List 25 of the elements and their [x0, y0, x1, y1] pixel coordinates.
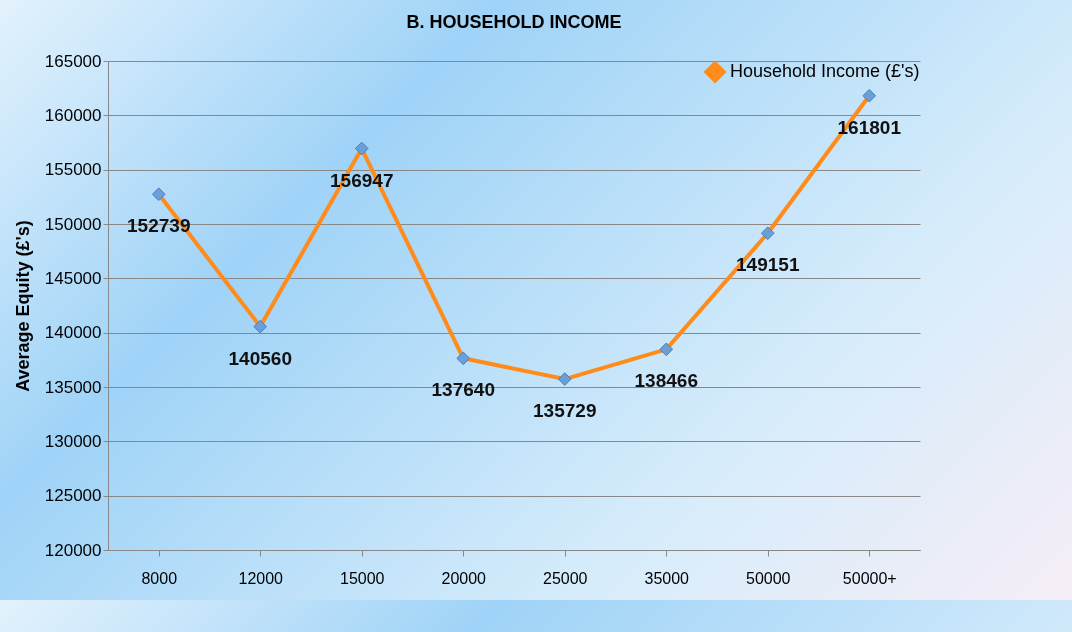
data-label: 140560	[228, 347, 292, 369]
y-tick-label: 120000	[44, 540, 102, 560]
chart-title: B. HOUSEHOLD INCOME	[406, 12, 622, 32]
y-axis-title: Average Equity (£'s)	[12, 220, 33, 392]
data-label: 138466	[634, 370, 698, 392]
x-tick-label: 50000	[746, 569, 791, 587]
y-tick-label: 135000	[44, 377, 102, 397]
x-tick-label: 15000	[340, 569, 385, 587]
legend-label: Household Income (£'s)	[730, 61, 920, 81]
data-label: 137640	[431, 379, 495, 401]
x-tick-label: 12000	[238, 569, 284, 587]
y-tick-label: 155000	[44, 160, 102, 180]
data-label: 135729	[533, 400, 597, 422]
y-tick-label: 125000	[44, 486, 102, 506]
y-tick-label: 145000	[44, 268, 102, 288]
y-tick-label: 140000	[44, 323, 102, 343]
y-tick-label: 130000	[44, 431, 102, 451]
y-tick-label: 165000	[44, 51, 102, 71]
x-tick-label: 25000	[543, 569, 588, 587]
x-tick-label: 50000+	[842, 569, 897, 587]
x-tick-label: 35000	[644, 569, 690, 587]
y-tick-label: 150000	[44, 214, 102, 234]
x-tick-label: 8000	[141, 569, 178, 587]
x-tick-label: 20000	[441, 569, 487, 587]
y-tick-label: 160000	[44, 105, 102, 125]
